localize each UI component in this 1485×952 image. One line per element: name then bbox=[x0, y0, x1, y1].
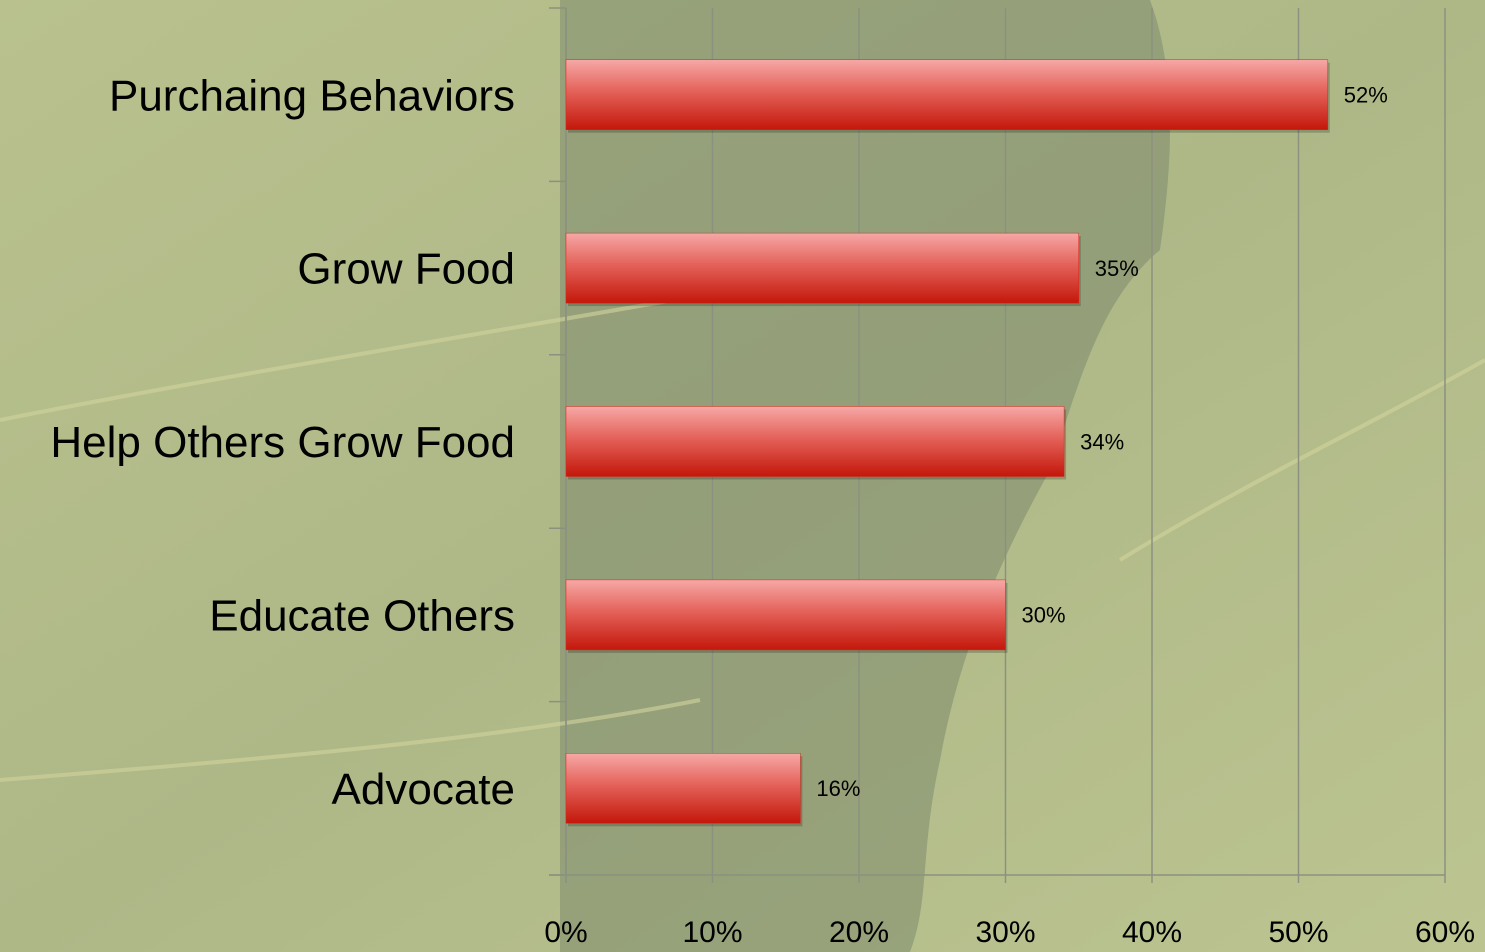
x-tick-label: 10% bbox=[682, 916, 742, 949]
value-label: 34% bbox=[1080, 429, 1124, 454]
value-label: 35% bbox=[1095, 256, 1139, 281]
y-tick-label: Advocate bbox=[332, 765, 515, 814]
bar bbox=[566, 580, 1006, 650]
bar bbox=[566, 407, 1064, 477]
y-tick-label: Help Others Grow Food bbox=[50, 418, 515, 467]
x-tick-label: 60% bbox=[1415, 916, 1475, 949]
y-tick-label: Educate Others bbox=[209, 592, 515, 641]
bar bbox=[566, 60, 1328, 130]
value-label: 16% bbox=[816, 776, 860, 801]
value-label: 52% bbox=[1344, 83, 1388, 108]
x-tick-label: 20% bbox=[829, 916, 889, 949]
y-tick-label: Purchaing Behaviors bbox=[109, 71, 515, 120]
value-label: 30% bbox=[1022, 603, 1066, 628]
x-tick-label: 0% bbox=[544, 916, 587, 949]
page: {"chart_data": {"type": "bar", "orientat… bbox=[0, 0, 1485, 952]
x-tick-label: 30% bbox=[975, 916, 1035, 949]
bar bbox=[566, 233, 1079, 303]
chart: 0% 10% 20% 30% 40% 50% 60% Purchaing Behaviors 5… bbox=[0, 0, 1485, 952]
bar bbox=[566, 753, 800, 823]
y-tick-label: Grow Food bbox=[297, 245, 515, 294]
x-tick-label: 50% bbox=[1268, 916, 1328, 949]
x-tick-label: 40% bbox=[1122, 916, 1182, 949]
